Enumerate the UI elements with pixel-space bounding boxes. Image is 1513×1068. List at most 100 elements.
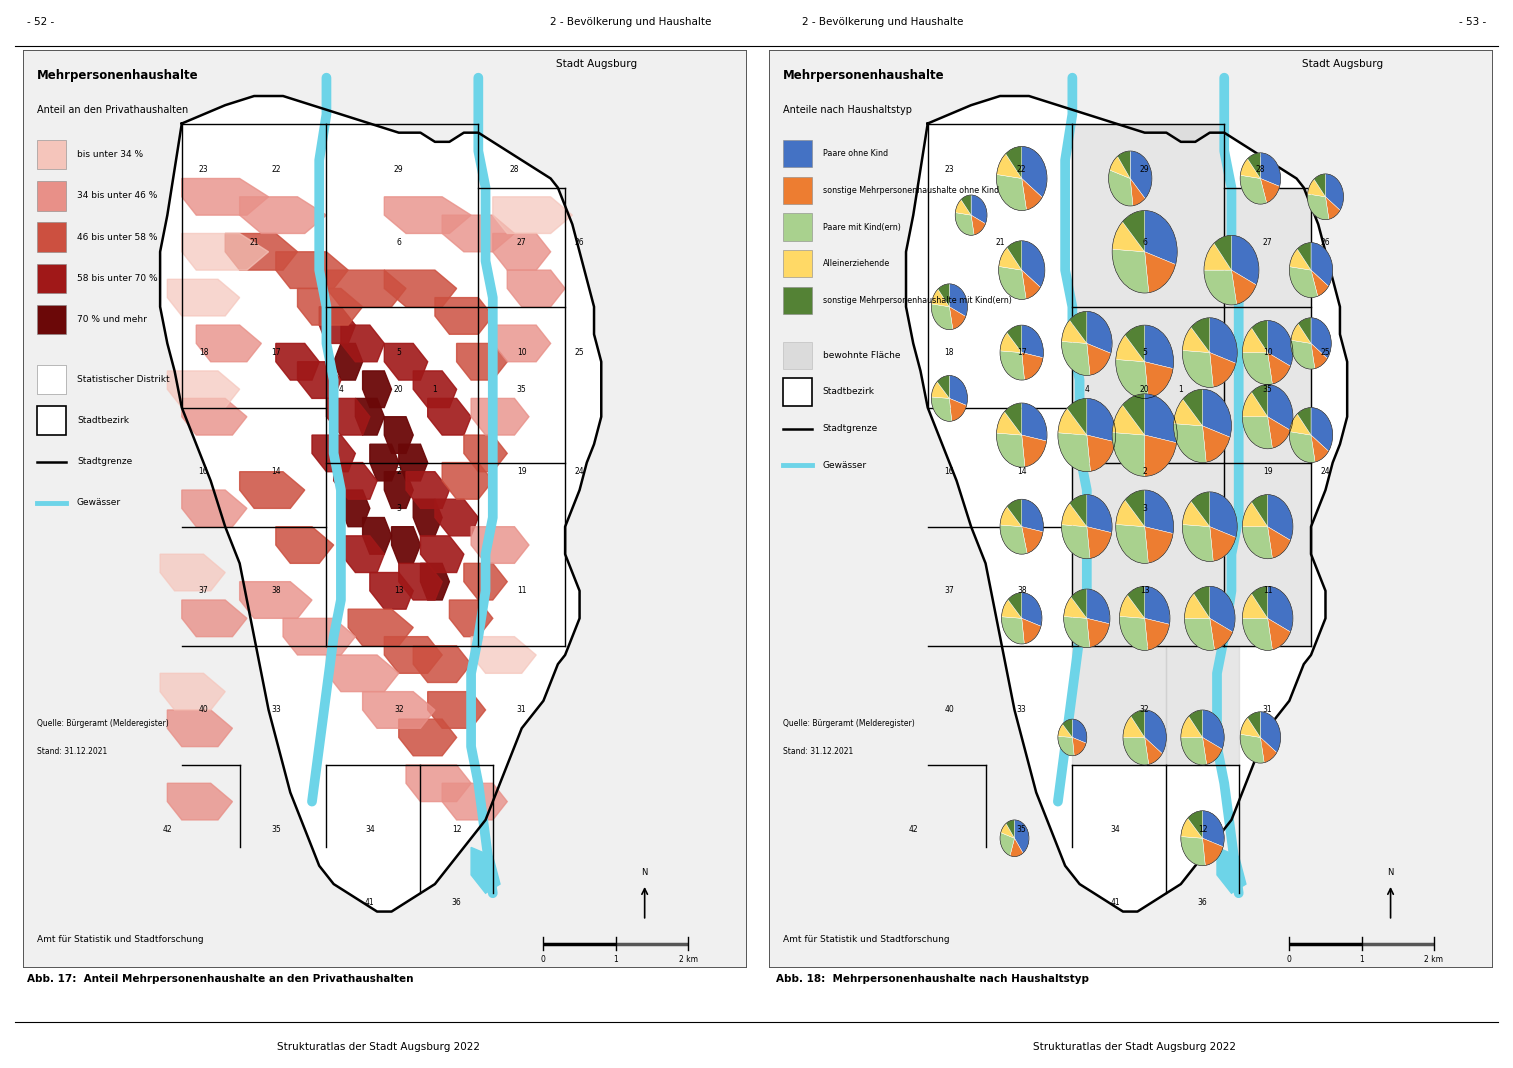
Wedge shape	[1008, 593, 1021, 618]
Wedge shape	[950, 398, 967, 421]
Bar	[38, 140, 67, 170]
Text: 29: 29	[393, 164, 404, 174]
Wedge shape	[1268, 494, 1294, 540]
Polygon shape	[428, 398, 471, 435]
Text: 32: 32	[393, 706, 404, 714]
Polygon shape	[160, 673, 225, 710]
Wedge shape	[1015, 820, 1029, 853]
Wedge shape	[1062, 320, 1086, 344]
Text: 2 km: 2 km	[678, 955, 697, 964]
Wedge shape	[1251, 586, 1268, 618]
Polygon shape	[493, 197, 572, 234]
Polygon shape	[399, 563, 442, 600]
Wedge shape	[1242, 594, 1268, 618]
Text: 27: 27	[1263, 238, 1272, 247]
Text: Stand: 31.12.2021: Stand: 31.12.2021	[784, 747, 853, 756]
Text: Stadtbezirk: Stadtbezirk	[823, 388, 875, 396]
Text: - 52 -: - 52 -	[27, 17, 54, 27]
Text: Mehrpersonenhaushalte: Mehrpersonenhaushalte	[784, 68, 944, 81]
Wedge shape	[1251, 384, 1268, 417]
Wedge shape	[1203, 811, 1224, 847]
Wedge shape	[1086, 344, 1111, 375]
Wedge shape	[1232, 235, 1259, 285]
Text: 24: 24	[575, 467, 584, 476]
Wedge shape	[1191, 318, 1210, 352]
Text: 46 bis unter 58 %: 46 bis unter 58 %	[77, 233, 157, 241]
Text: Stadt Augsburg: Stadt Augsburg	[557, 60, 637, 69]
Wedge shape	[1268, 417, 1291, 449]
Wedge shape	[1145, 362, 1173, 398]
Wedge shape	[932, 304, 953, 330]
Wedge shape	[1180, 818, 1203, 838]
Text: Quelle: Bürgeramt (Melderegister): Quelle: Bürgeramt (Melderegister)	[38, 719, 169, 728]
Wedge shape	[1006, 820, 1015, 838]
Polygon shape	[413, 499, 442, 536]
Polygon shape	[413, 371, 457, 408]
Wedge shape	[1006, 325, 1021, 352]
Wedge shape	[1182, 524, 1213, 562]
Text: 2: 2	[1142, 467, 1147, 476]
Polygon shape	[405, 765, 471, 802]
Text: 4: 4	[339, 384, 343, 394]
Wedge shape	[1130, 151, 1151, 199]
Bar	[784, 286, 812, 314]
Wedge shape	[1213, 235, 1232, 270]
Text: Anteil an den Privathaushalten: Anteil an den Privathaushalten	[38, 105, 189, 115]
Wedge shape	[1115, 360, 1148, 398]
Polygon shape	[493, 234, 551, 270]
Wedge shape	[1268, 352, 1291, 384]
Text: 20: 20	[1139, 384, 1150, 394]
Text: 34: 34	[365, 824, 375, 834]
Wedge shape	[1021, 146, 1047, 198]
Wedge shape	[1021, 527, 1042, 553]
Wedge shape	[1268, 384, 1294, 430]
Text: 11: 11	[1263, 586, 1272, 595]
Text: 2 - Bevölkerung und Haushalte: 2 - Bevölkerung und Haushalte	[802, 17, 964, 27]
Wedge shape	[1268, 527, 1291, 559]
Wedge shape	[1073, 737, 1086, 756]
Text: 10: 10	[517, 348, 527, 357]
Text: 70 % und mehr: 70 % und mehr	[77, 315, 147, 324]
Wedge shape	[997, 154, 1021, 178]
Text: 28: 28	[1256, 164, 1265, 174]
Wedge shape	[1058, 724, 1073, 737]
Text: 14: 14	[1017, 467, 1026, 476]
Text: 58 bis unter 70 %: 58 bis unter 70 %	[77, 273, 157, 283]
Wedge shape	[1241, 734, 1265, 764]
Wedge shape	[1248, 153, 1260, 178]
Text: 6: 6	[396, 238, 401, 247]
Text: 33: 33	[271, 706, 281, 714]
Polygon shape	[384, 197, 471, 234]
Wedge shape	[1325, 197, 1341, 219]
Polygon shape	[275, 344, 319, 380]
Wedge shape	[1307, 194, 1328, 220]
Text: 42: 42	[908, 824, 918, 834]
Polygon shape	[906, 96, 1347, 912]
Wedge shape	[1021, 352, 1042, 380]
Wedge shape	[1325, 174, 1344, 210]
Polygon shape	[369, 572, 413, 609]
Text: 3: 3	[1142, 504, 1147, 513]
Wedge shape	[1086, 435, 1115, 471]
Wedge shape	[1086, 618, 1109, 647]
Wedge shape	[1002, 616, 1024, 644]
Polygon shape	[1216, 847, 1245, 893]
Bar	[784, 250, 812, 278]
Text: 20: 20	[393, 384, 404, 394]
Bar	[38, 222, 67, 252]
Text: Strukturatlas der Stadt Augsburg 2022: Strukturatlas der Stadt Augsburg 2022	[1033, 1042, 1236, 1052]
Polygon shape	[160, 554, 225, 591]
Polygon shape	[1167, 646, 1239, 765]
Polygon shape	[363, 518, 392, 554]
Wedge shape	[1145, 618, 1170, 650]
Wedge shape	[1210, 352, 1236, 387]
Wedge shape	[932, 381, 950, 398]
Wedge shape	[1070, 494, 1086, 527]
Text: 16: 16	[198, 467, 209, 476]
Wedge shape	[1145, 252, 1176, 293]
Wedge shape	[1180, 737, 1206, 765]
Wedge shape	[1268, 320, 1294, 366]
Wedge shape	[1000, 351, 1024, 380]
Wedge shape	[1145, 490, 1174, 534]
Wedge shape	[1251, 494, 1268, 527]
